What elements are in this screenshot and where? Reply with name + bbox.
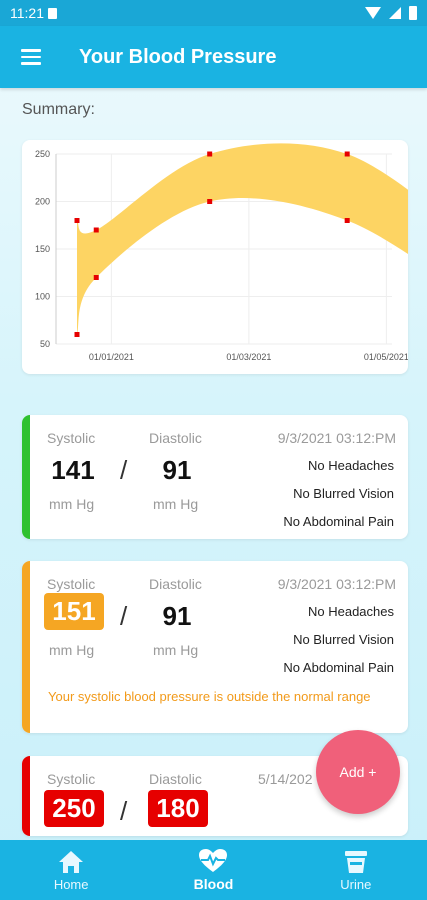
- reading-timestamp: 9/3/2021 03:12:PM: [277, 576, 396, 592]
- chart-y-tick-label: 200: [35, 197, 50, 207]
- reading-timestamp: 9/3/2021 03:12:PM: [277, 430, 396, 446]
- nav-blood[interactable]: Blood: [142, 840, 284, 900]
- systolic-unit: mm Hg: [49, 496, 95, 512]
- summary-chart: 250 200 150 100 50 01/01/2021 01/03/2021 01/05/…: [22, 140, 408, 374]
- chart-diastolic-point: [93, 275, 99, 280]
- nav-urine-label: Urine: [340, 876, 372, 892]
- value-separator: /: [120, 455, 128, 485]
- chart-systolic-point: [344, 151, 350, 157]
- page-title: Your Blood Pressure: [79, 45, 277, 68]
- systolic-unit: mm Hg: [49, 642, 95, 658]
- summary-chart-svg: 250 200 150 100 50 01/01/2021 01/03/2021 01/05/…: [35, 143, 408, 362]
- wifi-icon: [365, 7, 381, 19]
- chart-systolic-point: [93, 227, 99, 233]
- sim-card-icon: [48, 7, 57, 19]
- symptom-abdominal-pain: No Abdominal Pain: [283, 514, 394, 529]
- chart-range-area: [77, 143, 408, 335]
- chart-y-tick-label: 150: [35, 244, 50, 254]
- cell-signal-icon: [389, 7, 401, 19]
- nav-home[interactable]: Home: [0, 840, 142, 900]
- reading-timestamp: 5/14/202: [258, 771, 313, 787]
- symptom-abdominal-pain: No Abdominal Pain: [283, 660, 394, 675]
- chart-systolic-point: [74, 218, 80, 223]
- value-separator: /: [120, 601, 128, 631]
- nav-home-label: Home: [53, 876, 89, 892]
- battery-icon: [409, 6, 417, 20]
- reading-status-stripe: [22, 756, 30, 836]
- diastolic-value: 91: [162, 455, 192, 485]
- reading-warning: Your systolic blood pressure is outside …: [48, 689, 371, 704]
- diastolic-unit: mm Hg: [153, 496, 199, 512]
- heart-pulse-icon: [199, 849, 228, 872]
- value-separator: /: [120, 796, 128, 826]
- symptom-blurred-vision: No Blurred Vision: [293, 632, 394, 647]
- add-reading-button[interactable]: Add +: [316, 730, 400, 814]
- systolic-label: Systolic: [47, 771, 96, 787]
- reading-card[interactable]: Systolic Diastolic 151 / 91 mm Hg mm Hg …: [22, 561, 408, 733]
- chart-y-tick-label: 250: [35, 149, 50, 159]
- nav-urine[interactable]: Urine: [285, 840, 427, 900]
- chart-x-tick-label: 01/01/2021: [89, 352, 134, 362]
- nav-blood-label: Blood: [193, 876, 234, 892]
- bottom-navigation: Home Blood Urine: [0, 840, 427, 900]
- systolic-value: 141: [51, 455, 95, 485]
- chart-diastolic-point: [74, 332, 80, 337]
- diastolic-value: 180: [148, 790, 208, 827]
- systolic-value: 151: [44, 593, 104, 630]
- symptom-headaches: No Headaches: [308, 458, 394, 473]
- chart-x-tick-label: 01/03/2021: [226, 352, 271, 362]
- symptom-blurred-vision: No Blurred Vision: [293, 486, 394, 501]
- diastolic-label: Diastolic: [149, 430, 202, 446]
- chart-systolic-point: [207, 151, 213, 157]
- chart-diastolic-point: [207, 199, 213, 204]
- symptom-headaches: No Headaches: [308, 604, 394, 619]
- summary-label: Summary:: [22, 101, 95, 118]
- hamburger-menu-icon[interactable]: [0, 26, 62, 88]
- chart-x-tick-label: 01/05/2021: [364, 352, 408, 362]
- home-icon: [59, 850, 84, 873]
- systolic-label: Systolic: [47, 430, 96, 446]
- chart-y-tick-label: 100: [35, 292, 50, 302]
- reading-card[interactable]: Systolic Diastolic 141 / 91 mm Hg mm Hg …: [22, 415, 408, 539]
- diastolic-value: 91: [162, 601, 192, 631]
- chart-y-tick-label: 50: [40, 339, 50, 349]
- diastolic-label: Diastolic: [149, 771, 202, 787]
- diastolic-label: Diastolic: [149, 576, 202, 592]
- app-bar: Your Blood Pressure: [0, 26, 427, 88]
- status-time: 11:21: [10, 5, 44, 21]
- reading-status-stripe: [22, 561, 30, 733]
- reading-status-stripe: [22, 415, 30, 539]
- systolic-value: 250: [44, 790, 104, 827]
- chart-diastolic-point: [344, 218, 350, 223]
- diastolic-unit: mm Hg: [153, 642, 199, 658]
- urine-cup-icon: [344, 850, 367, 873]
- systolic-label: Systolic: [47, 576, 96, 592]
- status-bar: 11:21: [0, 0, 427, 26]
